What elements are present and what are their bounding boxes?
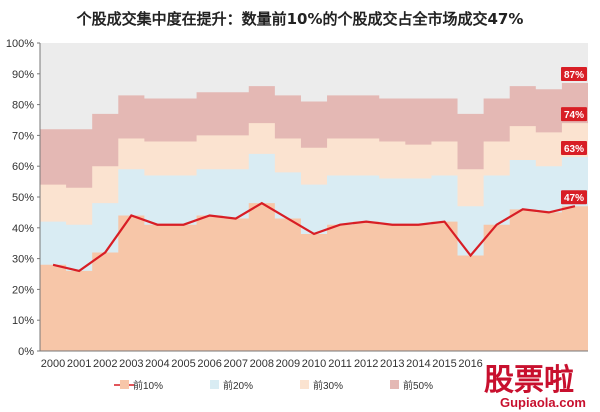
y-tick-label: 30% — [12, 254, 34, 266]
callout-box — [561, 140, 587, 155]
y-tick-label: 20% — [12, 284, 34, 296]
callout-box — [561, 67, 587, 82]
x-tick-label: 2004 — [145, 358, 169, 370]
x-tick-label: 2001 — [67, 358, 91, 370]
callout-box — [561, 107, 587, 122]
x-tick-label: 2015 — [432, 358, 456, 370]
y-tick-label: 50% — [12, 192, 34, 204]
x-tick-label: 2000 — [41, 358, 65, 370]
x-tick-label: 2014 — [406, 358, 430, 370]
x-tick-label: 2003 — [119, 358, 143, 370]
callout-label: 87% — [564, 70, 584, 81]
callout-label: 47% — [564, 193, 584, 204]
y-tick-label: 10% — [12, 315, 34, 327]
legend-label: 前50% — [403, 379, 433, 392]
x-tick-label: 2009 — [276, 358, 300, 370]
x-tick-label: 2006 — [197, 358, 221, 370]
x-tick-label: 2013 — [380, 358, 404, 370]
y-tick-label: 40% — [12, 223, 34, 235]
watermark-logo: 股票啦 — [484, 363, 574, 398]
y-tick-label: 60% — [12, 161, 34, 173]
callout-label: 74% — [564, 110, 584, 121]
y-tick-label: 90% — [12, 69, 34, 81]
y-tick-label: 70% — [12, 130, 34, 142]
callout-box — [561, 190, 587, 205]
chart-title: 个股成交集中度在提升：数量前10%的个股成交占全市场成交47% — [76, 10, 524, 28]
x-tick-label: 2007 — [223, 358, 247, 370]
y-tick-label: 80% — [12, 100, 34, 112]
x-tick-label: 2016 — [458, 358, 482, 370]
series-line-top10 — [52, 201, 576, 273]
y-tick-label: 100% — [6, 38, 34, 50]
y-tick-label: 0% — [18, 346, 34, 358]
legend-swatch — [210, 380, 219, 389]
x-tick-label: 2002 — [93, 358, 117, 370]
legend-label: 前30% — [313, 379, 343, 392]
x-tick-label: 2005 — [171, 358, 195, 370]
legend-label: 前10% — [133, 379, 163, 392]
legend-swatch — [300, 380, 309, 389]
legend-label: 前20% — [223, 379, 253, 392]
x-tick-label: 2011 — [328, 358, 352, 370]
legend-swatch — [120, 380, 129, 389]
x-tick-label: 2010 — [302, 358, 326, 370]
x-tick-label: 2008 — [250, 358, 274, 370]
legend-swatch — [390, 380, 399, 389]
callout-label: 63% — [564, 144, 584, 155]
watermark-url: Gupiaola.com — [500, 395, 586, 410]
x-tick-label: 2012 — [354, 358, 378, 370]
area-series-1 — [40, 203, 588, 351]
